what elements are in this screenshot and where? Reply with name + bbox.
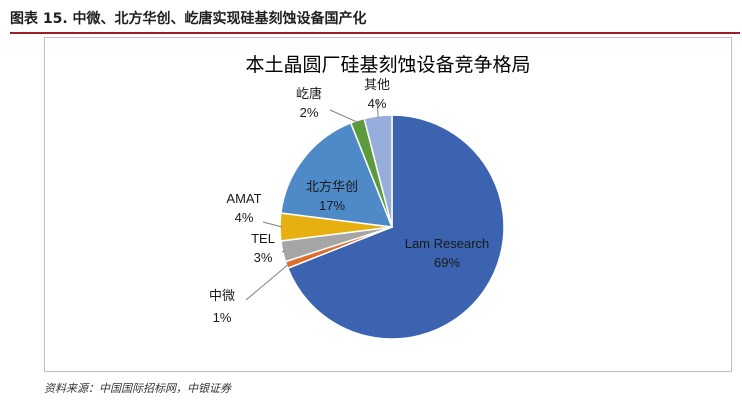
slice-value-label: 2% xyxy=(300,105,319,120)
pie-slice xyxy=(280,121,394,228)
leader-line xyxy=(281,250,285,253)
slice-value-label: 69% xyxy=(434,255,460,270)
caption-rule xyxy=(10,32,740,34)
slice-name-label: 中微 xyxy=(209,288,235,303)
leader-line xyxy=(245,263,289,301)
figure-caption: 图表 15. 中微、北方华创、屹唐实现硅基刻蚀设备国产化 xyxy=(10,11,367,27)
chart-title: 本土晶圆厂硅基刻蚀设备竞争格局 xyxy=(245,54,531,76)
slice-value-label: 4% xyxy=(368,96,387,111)
pie-slice xyxy=(286,114,505,340)
slice-value-label: 4% xyxy=(235,210,254,225)
slice-name-label: Lam Research xyxy=(405,236,490,251)
slice-value-label: 3% xyxy=(254,250,273,265)
slice-name-label: 其他 xyxy=(364,77,390,92)
leader-line xyxy=(262,221,283,228)
slice-value-label: 17% xyxy=(319,198,345,213)
slice-name-label: TEL xyxy=(251,231,275,246)
slice-name-label: 屹唐 xyxy=(296,86,322,101)
leader-line xyxy=(329,109,359,123)
slice-value-label: 1% xyxy=(213,310,232,325)
leader-line xyxy=(376,99,379,118)
slice-name-label: AMAT xyxy=(226,191,261,206)
source-note: 资料来源：中国国际招标网，中银证券 xyxy=(44,382,231,395)
slice-name-label: 北方华创 xyxy=(306,179,358,194)
